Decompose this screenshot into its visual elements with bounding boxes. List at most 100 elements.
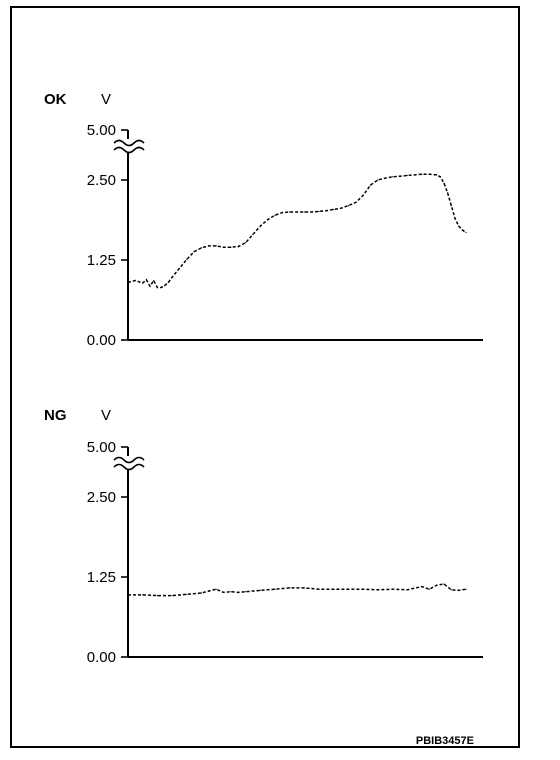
data-point — [355, 201, 357, 203]
data-point — [222, 591, 225, 594]
data-point — [377, 589, 379, 591]
data-point — [399, 175, 401, 177]
data-point — [274, 214, 276, 216]
data-point — [340, 207, 342, 209]
axis-break-mark — [113, 146, 145, 154]
data-point — [458, 225, 460, 227]
data-point — [171, 595, 173, 597]
data-point — [450, 589, 452, 591]
data-point — [436, 174, 438, 176]
y-tick-label: 0.00 — [87, 649, 116, 666]
unit-label-ng: V — [101, 407, 111, 424]
data-point — [222, 246, 225, 248]
data-point — [436, 584, 438, 586]
data-point — [259, 225, 261, 227]
figure-code: PBIB3457E — [416, 735, 474, 747]
data-point — [289, 587, 291, 589]
data-point — [447, 192, 449, 194]
data-point — [252, 233, 254, 235]
data-point — [230, 246, 232, 248]
data-point — [134, 279, 136, 282]
data-point — [200, 592, 203, 594]
data-point — [347, 205, 349, 207]
data-point — [384, 177, 386, 179]
y-tick-label: 1.25 — [87, 252, 116, 269]
y-tick-label: 1.25 — [87, 569, 116, 586]
axis-break-mark — [113, 456, 145, 464]
data-point — [153, 279, 155, 282]
data-point — [160, 286, 162, 289]
data-point — [167, 281, 169, 283]
data-point — [465, 231, 467, 234]
data-point — [333, 588, 335, 590]
data-point — [245, 591, 247, 593]
data-point — [267, 219, 269, 221]
data-point — [215, 588, 217, 590]
data-point — [465, 588, 467, 590]
y-tick-label: 5.00 — [87, 439, 116, 456]
data-point — [186, 258, 188, 260]
y-tick-label: 5.00 — [87, 122, 116, 139]
data-point — [145, 279, 147, 281]
data-point — [362, 588, 364, 590]
data-point — [127, 281, 129, 283]
panel-label-ng: NG — [44, 407, 67, 424]
data-point — [200, 247, 203, 249]
data-point — [428, 173, 430, 175]
data-point — [391, 588, 394, 590]
data-point — [421, 586, 423, 588]
data-point — [289, 211, 291, 213]
panel-label-ok: OK — [44, 91, 67, 108]
data-point — [142, 594, 144, 596]
data-point — [443, 583, 445, 585]
data-point — [156, 595, 158, 597]
data-series-line — [127, 173, 467, 289]
data-point — [237, 591, 239, 594]
data-point — [428, 588, 430, 590]
data-point — [439, 176, 441, 178]
data-series-line — [128, 583, 467, 597]
chart-ok: OK V 0.00 1.25 2.50 5.00 — [44, 91, 483, 349]
data-point — [303, 211, 305, 213]
data-point — [274, 588, 276, 590]
unit-label-ok: V — [101, 91, 111, 108]
data-point — [443, 182, 445, 184]
data-point — [215, 245, 217, 247]
data-point — [377, 179, 379, 181]
y-tick-label: 0.00 — [87, 332, 116, 349]
data-point — [347, 588, 349, 590]
chart-ng: NG V 0.00 1.25 2.50 5.00 — [44, 407, 483, 666]
data-point — [178, 267, 180, 269]
data-point — [186, 593, 188, 595]
data-point — [171, 276, 173, 278]
data-point — [156, 286, 158, 289]
data-point — [406, 589, 408, 591]
data-point — [369, 184, 372, 186]
data-point — [461, 229, 463, 231]
data-point — [142, 282, 144, 284]
data-point — [391, 176, 394, 178]
data-point — [164, 285, 166, 287]
data-point — [208, 245, 210, 247]
data-point — [414, 174, 416, 176]
figure-frame — [10, 6, 520, 748]
data-point — [296, 211, 298, 213]
data-point — [333, 208, 335, 210]
data-point — [325, 210, 327, 212]
data-point — [237, 246, 239, 248]
data-point — [230, 591, 232, 593]
axis-break-mark — [113, 139, 145, 147]
y-tick-label: 2.50 — [87, 172, 116, 189]
axis-break-mark — [113, 463, 145, 471]
data-point — [406, 174, 408, 177]
y-tick-label: 2.50 — [87, 489, 116, 506]
data-point — [311, 211, 313, 213]
data-point — [245, 242, 247, 244]
data-point — [281, 212, 283, 214]
data-point — [458, 589, 460, 592]
data-point — [421, 173, 423, 175]
data-point — [303, 587, 305, 589]
data-point — [259, 589, 261, 592]
data-point — [362, 194, 364, 196]
